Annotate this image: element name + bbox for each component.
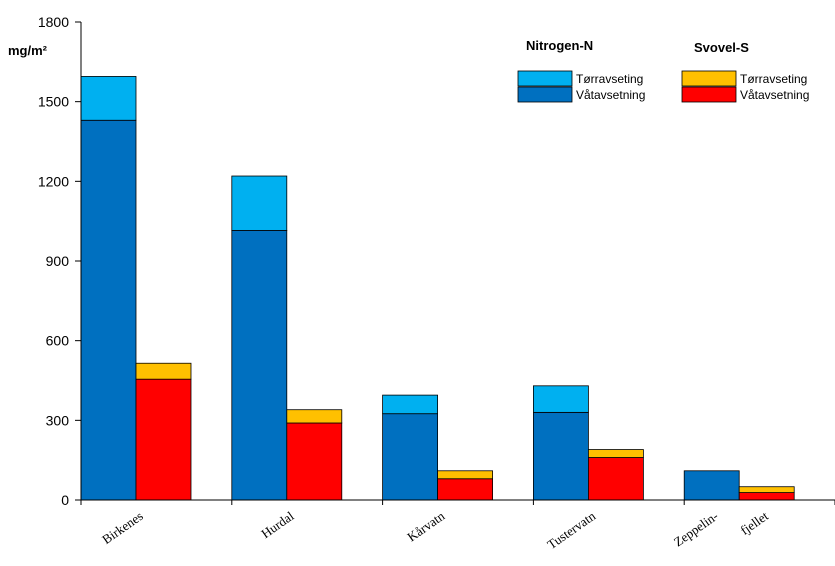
legend-label: Tørravseting	[740, 72, 807, 86]
category-label: Kårvatn	[404, 508, 447, 545]
legend-title: Svovel-S	[694, 40, 749, 55]
bar-svovel-s-vtavsetning-5	[738, 492, 795, 501]
legend-label: Våtavsetning	[740, 88, 809, 102]
category-label: Zeppelin-	[671, 508, 721, 549]
bar-nitrogen-n-vtavsetning-2	[231, 230, 288, 501]
y-tick-label: 900	[46, 253, 70, 269]
y-tick-label: 1800	[38, 14, 69, 30]
y-tick-label: 1200	[38, 173, 69, 189]
bar-svovel-s-vtavsetning-3	[437, 478, 494, 501]
bar-nitrogen-n-trravseting-4	[533, 385, 589, 413]
legend-label: Våtavsetning	[576, 88, 645, 102]
y-tick-label: 1500	[38, 94, 69, 110]
bar-nitrogen-n-vtavsetning-1	[80, 119, 137, 501]
bar-svovel-s-vtavsetning-4	[588, 457, 644, 501]
legend-title: Nitrogen-N	[526, 38, 593, 53]
category-label: Birkenes	[99, 508, 145, 547]
y-tick-label: 0	[61, 492, 69, 508]
bar-svovel-s-trravseting-1	[135, 362, 192, 380]
legend-swatch	[681, 70, 737, 87]
legend-swatch	[517, 70, 573, 87]
y-tick-label: 300	[46, 412, 70, 428]
bar-svovel-s-trravseting-3	[437, 470, 494, 480]
legend-label: Tørravseting	[576, 72, 643, 86]
y-tick-label: 600	[46, 333, 70, 349]
category-label: Tustervatn	[544, 508, 598, 552]
category-label: fjellet	[737, 508, 771, 538]
bar-svovel-s-trravseting-4	[588, 449, 644, 458]
bar-nitrogen-n-vtavsetning-3	[382, 413, 439, 501]
bar-nitrogen-n-trravseting-3	[382, 394, 439, 415]
y-axis-unit-label: mg/m²	[8, 43, 48, 58]
bar-svovel-s-vtavsetning-1	[135, 378, 192, 501]
bar-svovel-s-vtavsetning-2	[286, 422, 343, 501]
bar-nitrogen-n-trravseting-2	[231, 175, 288, 231]
bar-svovel-s-trravseting-5	[738, 486, 795, 493]
bar-nitrogen-n-trravseting-1	[80, 76, 137, 121]
legend-swatch	[681, 86, 737, 103]
bar-nitrogen-n-vtavsetning-5	[683, 470, 740, 501]
category-label: Hurdal	[258, 508, 296, 541]
bar-svovel-s-trravseting-2	[286, 409, 343, 424]
bar-nitrogen-n-vtavsetning-4	[533, 411, 589, 501]
legend-swatch	[517, 86, 573, 103]
